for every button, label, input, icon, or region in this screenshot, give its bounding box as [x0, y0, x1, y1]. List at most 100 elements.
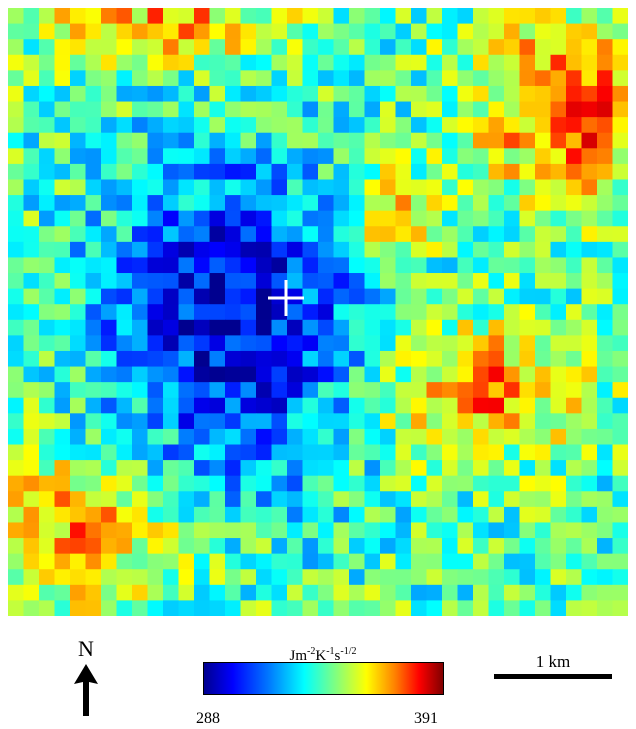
- map-cell: [178, 132, 195, 149]
- map-cell: [147, 600, 164, 616]
- map-cell: [550, 319, 567, 336]
- map-cell: [519, 335, 536, 352]
- map-cell: [380, 319, 396, 336]
- map-cell: [349, 288, 365, 305]
- map-cell: [597, 39, 613, 56]
- map-cell: [457, 397, 474, 414]
- map-cell: [318, 382, 334, 399]
- map-cell: [597, 210, 613, 227]
- map-cell: [23, 23, 40, 40]
- map-cell: [8, 382, 24, 399]
- map-cell: [333, 85, 350, 103]
- map-cell: [581, 569, 598, 586]
- map-cell: [318, 257, 334, 274]
- map-cell: [116, 350, 133, 368]
- map-cell: [550, 101, 567, 118]
- map-cell: [271, 350, 288, 368]
- map-cell: [147, 304, 164, 321]
- map-cell: [271, 8, 288, 25]
- map-cell: [457, 85, 474, 103]
- map-cell: [473, 522, 489, 539]
- map-cell: [426, 241, 443, 258]
- map-cell: [39, 397, 55, 414]
- map-cell: [194, 350, 210, 368]
- map-cell: [39, 101, 55, 118]
- map-cell: [473, 132, 489, 149]
- map-cell: [318, 600, 334, 616]
- map-cell: [271, 382, 288, 399]
- map-cell: [287, 132, 303, 149]
- map-cell: [23, 382, 40, 399]
- map-cell: [132, 8, 148, 25]
- map-cell: [457, 569, 474, 586]
- map-cell: [101, 101, 117, 118]
- map-cell: [380, 195, 396, 212]
- map-cell: [225, 460, 241, 477]
- map-cell: [178, 397, 195, 414]
- map-cell: [194, 117, 210, 134]
- map-cell: [116, 382, 133, 399]
- map-cell: [318, 70, 334, 87]
- map-cell: [380, 600, 396, 616]
- map-cell: [550, 584, 567, 601]
- map-cell: [364, 335, 381, 352]
- map-cell: [566, 382, 582, 399]
- map-cell: [318, 444, 334, 461]
- map-cell: [54, 600, 71, 616]
- map-cell: [535, 350, 551, 368]
- map-cell: [411, 350, 427, 368]
- map-cell: [256, 460, 272, 477]
- map-cell: [566, 413, 582, 430]
- map-cell: [426, 413, 443, 430]
- map-cell: [194, 54, 210, 71]
- map-cell: [519, 257, 536, 274]
- map-cell: [395, 210, 412, 227]
- map-cell: [271, 366, 288, 383]
- map-cell: [364, 179, 381, 196]
- map-cell: [426, 538, 443, 555]
- map-cell: [442, 241, 458, 258]
- map-cell: [225, 584, 241, 601]
- map-cell: [163, 600, 179, 616]
- map-cell: [132, 241, 148, 258]
- map-cell: [349, 460, 365, 477]
- map-cell: [550, 491, 567, 508]
- map-cell: [225, 163, 241, 180]
- map-cell: [8, 584, 24, 601]
- map-cell: [287, 226, 303, 243]
- map-cell: [442, 366, 458, 383]
- map-cell: [395, 8, 412, 25]
- map-cell: [457, 460, 474, 477]
- map-cell: [333, 584, 350, 601]
- north-indicator: N: [66, 638, 106, 718]
- map-cell: [209, 475, 226, 492]
- map-cell: [225, 491, 241, 508]
- map-cell: [380, 584, 396, 601]
- map-cell: [612, 257, 628, 274]
- map-cell: [116, 117, 133, 134]
- map-cell: [54, 350, 71, 368]
- map-cell: [504, 444, 520, 461]
- map-cell: [116, 195, 133, 212]
- map-cell: [612, 460, 628, 477]
- map-cell: [209, 350, 226, 368]
- map-cell: [364, 397, 381, 414]
- map-cell: [256, 8, 272, 25]
- map-cell: [411, 460, 427, 477]
- map-cell: [85, 475, 102, 492]
- map-cell: [178, 163, 195, 180]
- map-cell: [442, 304, 458, 321]
- map-cell: [23, 8, 40, 25]
- map-cell: [39, 538, 55, 555]
- map-cell: [8, 304, 24, 321]
- map-cell: [39, 179, 55, 196]
- map-cell: [318, 195, 334, 212]
- map-cell: [70, 70, 86, 87]
- map-cell: [256, 163, 272, 180]
- map-cell: [364, 538, 381, 555]
- map-cell: [116, 241, 133, 258]
- map-cell: [349, 553, 365, 570]
- map-cell: [39, 475, 55, 492]
- map-cell: [581, 117, 598, 134]
- map-cell: [581, 584, 598, 601]
